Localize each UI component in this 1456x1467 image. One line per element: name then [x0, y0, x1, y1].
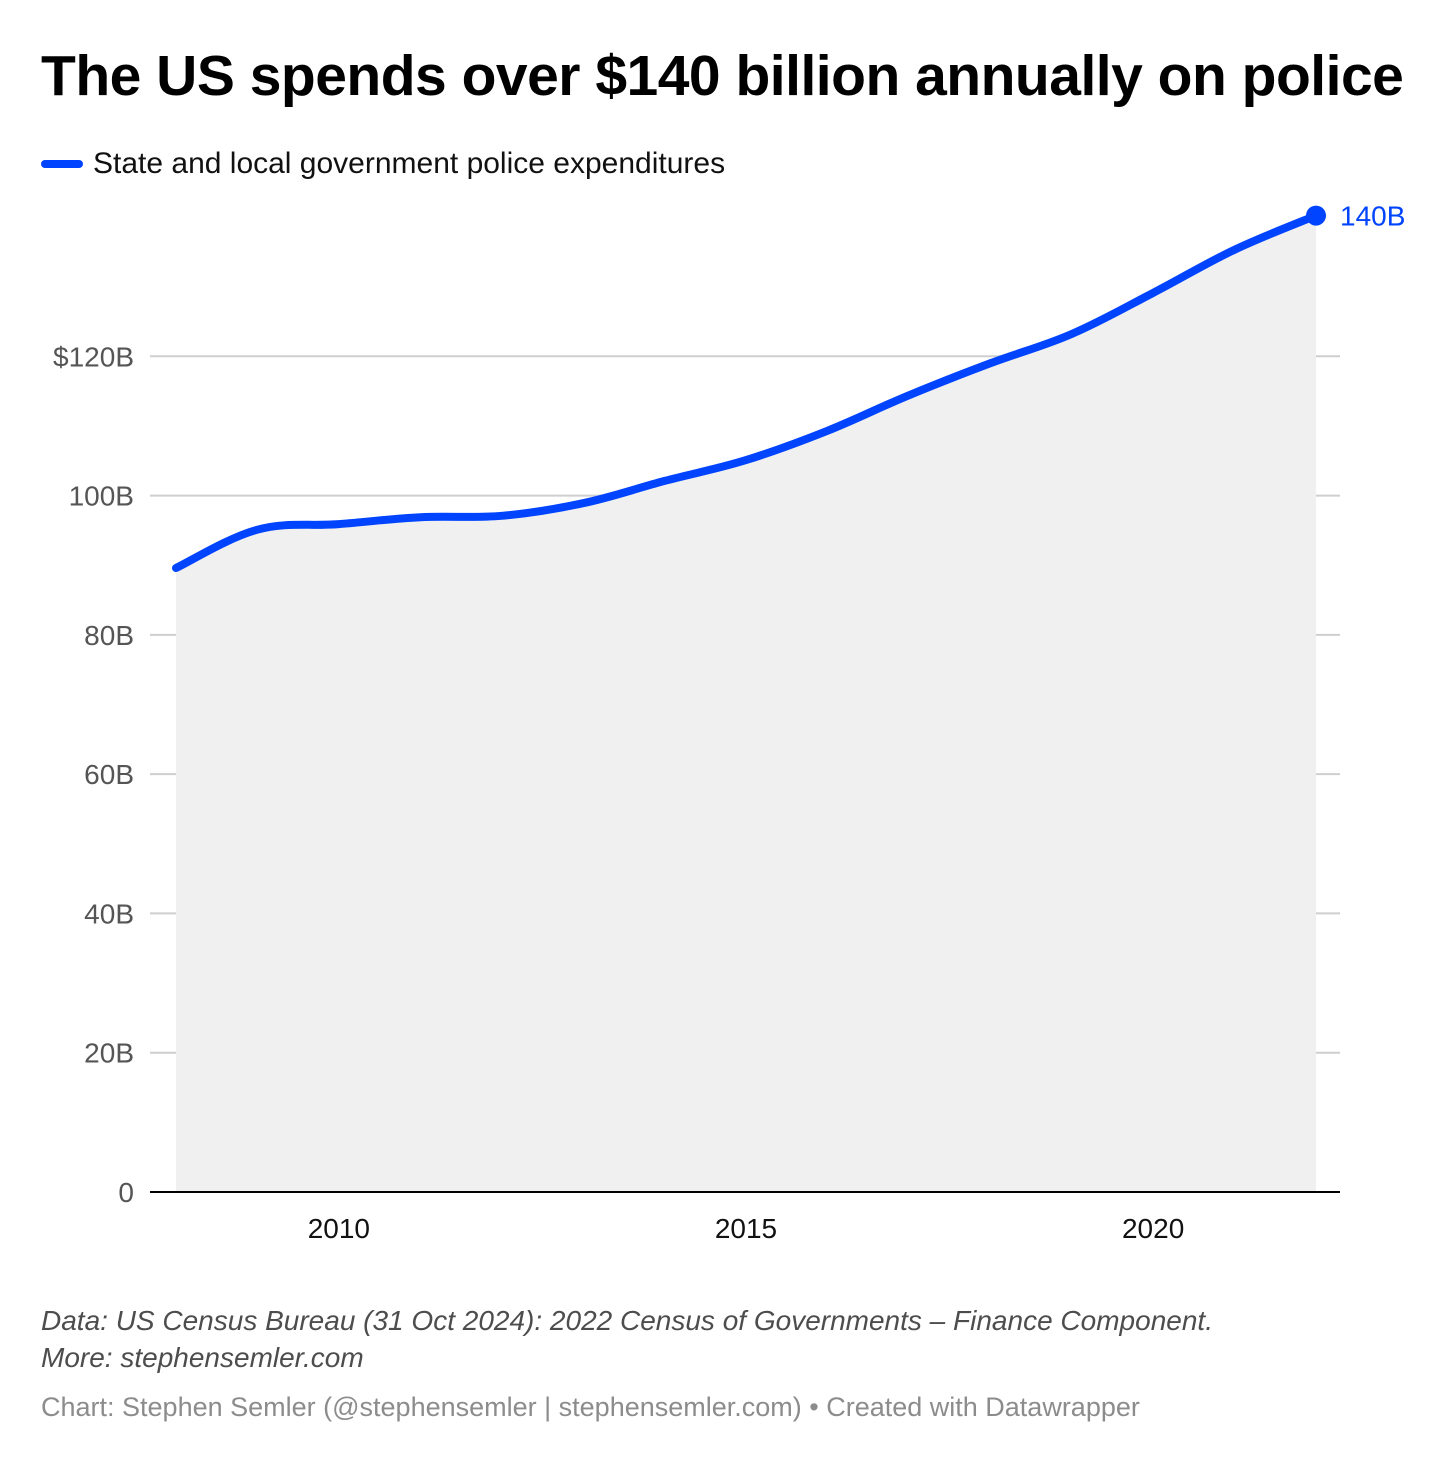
- line-chart: 0 20B 40B 60B 80B 100B $120B 2010 2015 2020 140B: [53, 201, 1405, 1244]
- y-tick-label: 60B: [84, 759, 134, 790]
- source-note: Data: US Census Bureau (31 Oct 2024): 20…: [41, 1302, 1213, 1376]
- legend: State and local government police expend…: [41, 144, 725, 184]
- y-tick-label: 40B: [84, 898, 134, 929]
- legend-label: State and local government police expend…: [93, 147, 726, 180]
- series-line: [172, 211, 1320, 572]
- end-point-marker: [1306, 205, 1326, 226]
- y-tick-label: $120B: [53, 341, 134, 372]
- x-tick-label: 2010: [308, 1213, 370, 1244]
- chart-credit: Chart: Stephen Semler (@stephensemler | …: [41, 1392, 1140, 1422]
- area-fill: [176, 215, 1316, 1193]
- y-tick-label: 20B: [84, 1038, 134, 1069]
- x-tick-label: 2020: [1122, 1213, 1184, 1244]
- y-tick-label: 100B: [69, 481, 134, 512]
- y-tick-label: 0: [118, 1177, 134, 1208]
- y-axis-ticks: 0 20B 40B 60B 80B 100B $120B: [53, 341, 134, 1208]
- source-note-line-2: More: stephensemler.com: [41, 1342, 364, 1373]
- source-note-line-1: Data: US Census Bureau (31 Oct 2024): 20…: [41, 1305, 1213, 1336]
- end-value-label: 140B: [1340, 201, 1405, 232]
- chart-title: The US spends over $140 billion annually…: [41, 44, 1404, 108]
- x-axis-ticks: 2010 2015 2020: [308, 1213, 1185, 1244]
- y-tick-label: 80B: [84, 620, 134, 651]
- x-tick-label: 2015: [715, 1213, 777, 1244]
- legend-line-swatch: [41, 160, 83, 168]
